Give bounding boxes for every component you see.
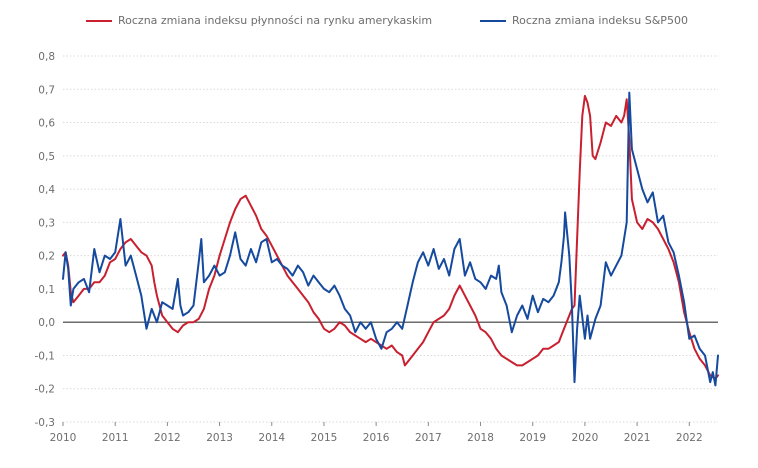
x-tick-label: 2014 [258,432,285,444]
x-tick-label: 2018 [467,432,494,444]
x-tick-label: 2020 [572,432,599,444]
y-tick-label: -0,2 [35,384,56,396]
legend-swatch-red [86,19,112,22]
x-tick-label: 2021 [624,432,651,444]
x-tick-label: 2013 [206,432,233,444]
x-tick-label: 2019 [519,432,546,444]
y-tick-label: 0,1 [38,284,55,296]
y-tick-label: 0,8 [38,51,55,63]
y-tick-label: 0,0 [38,317,55,329]
y-tick-label: -0,1 [35,350,56,362]
y-tick-label: 0,2 [38,251,55,263]
y-tick-label: 0,6 [38,118,55,130]
x-tick-label: 2015 [311,432,338,444]
y-tick-label: -0,3 [35,417,56,429]
legend-label-liquidity: Roczna zmiana indeksu płynności na rynku… [118,14,433,27]
x-tick-label: 2011 [102,432,129,444]
x-tick-label: 2010 [50,432,77,444]
x-tick-label: 2012 [154,432,181,444]
y-tick-label: 0,5 [38,151,55,163]
series-line-sp500 [62,91,719,387]
y-tick-label: 0,7 [38,84,55,96]
series-line-liquidity [62,94,719,380]
legend-item-liquidity: Roczna zmiana indeksu płynności na rynku… [86,14,432,27]
x-tick-label: 2016 [363,432,390,444]
legend-item-sp500: Roczna zmiana indeksu S&P500 [480,14,688,27]
x-tick-label: 2022 [676,432,703,444]
legend: Roczna zmiana indeksu płynności na rynku… [0,14,758,34]
legend-label-sp500: Roczna zmiana indeksu S&P500 [512,14,688,27]
y-tick-label: 0,3 [38,217,55,229]
legend-swatch-blue [480,19,506,22]
y-tick-label: 0,4 [38,184,55,196]
x-tick-label: 2017 [415,432,442,444]
